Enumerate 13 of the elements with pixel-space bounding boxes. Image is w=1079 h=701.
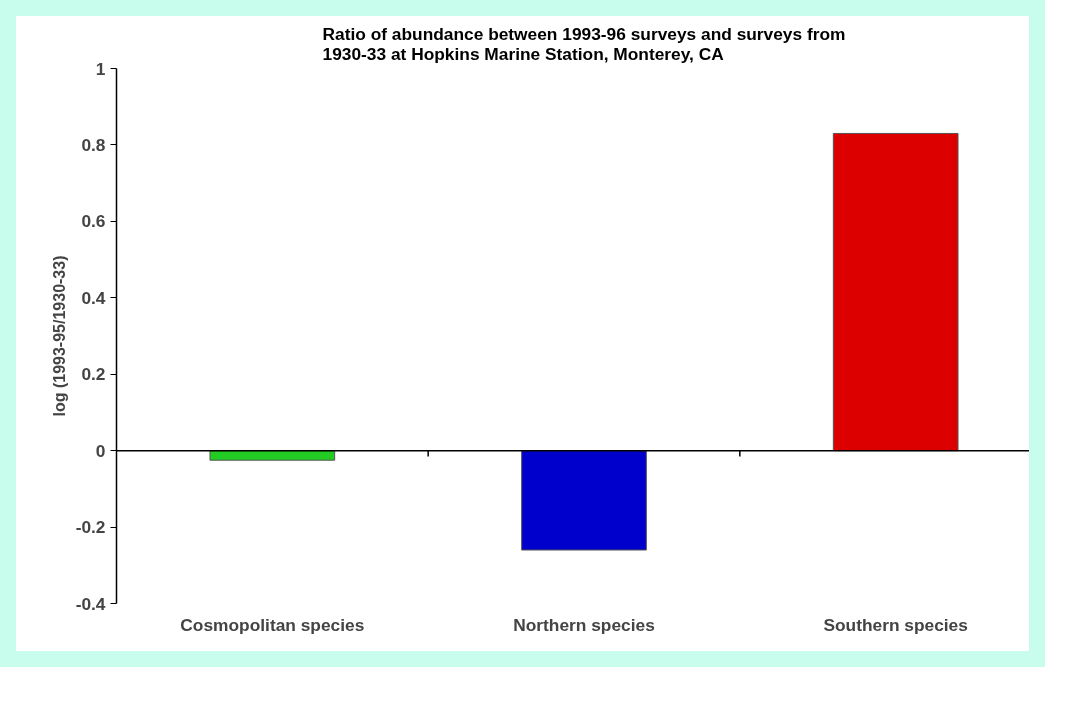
x-tick-label: Southern species [823,614,968,635]
x-tick-label: Cosmopolitan species [180,614,365,635]
y-tick-label: 0 [95,440,106,461]
y-axis-title: log (1993-95/1930-33) [50,255,68,417]
y-tick-label: 1 [95,58,106,79]
y-tick-label: 0.6 [81,211,106,232]
y-tick-label: 0.8 [81,134,106,155]
y-tick-label: 0.4 [81,287,106,308]
chart-title: Ratio of abundance between 1993-96 surveys and surveys from 1930-33 at Hopkins Marine Station, Monterey, CA [322,23,846,64]
y-tick-label: -0.2 [75,517,106,538]
y-tick-label: 0.2 [81,364,106,385]
x-tick-label: Northern species [513,614,655,635]
y-tick-label: -0.4 [75,593,106,614]
